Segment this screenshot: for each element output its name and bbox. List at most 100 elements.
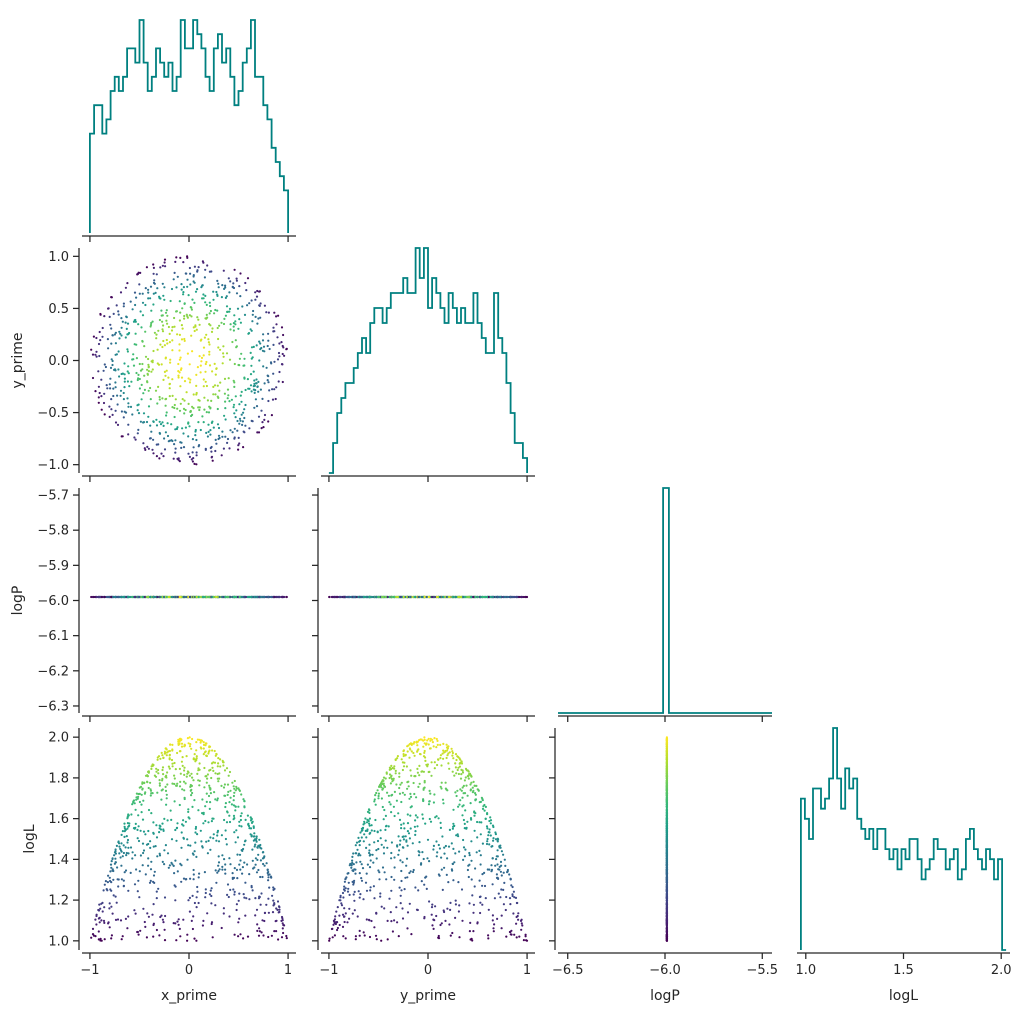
- point: [150, 880, 152, 882]
- point: [100, 938, 102, 940]
- point: [451, 750, 453, 752]
- point: [398, 787, 400, 789]
- point: [205, 742, 207, 744]
- point: [187, 899, 189, 901]
- point: [179, 750, 181, 752]
- point: [221, 866, 223, 868]
- point: [130, 813, 132, 815]
- point: [179, 371, 181, 373]
- point: [267, 400, 269, 402]
- point: [395, 772, 397, 774]
- point: [233, 817, 235, 819]
- point: [402, 836, 404, 838]
- point: [472, 787, 474, 789]
- point: [178, 349, 180, 351]
- point: [212, 761, 214, 763]
- point: [452, 879, 454, 881]
- point: [278, 371, 280, 373]
- point: [219, 765, 221, 767]
- point: [158, 755, 160, 757]
- point: [191, 309, 193, 311]
- point: [414, 826, 416, 828]
- point: [244, 882, 246, 884]
- point: [214, 798, 216, 800]
- point: [201, 285, 203, 287]
- point: [184, 380, 186, 382]
- point: [225, 829, 227, 831]
- point: [238, 918, 240, 920]
- point: [455, 759, 457, 761]
- point: [508, 873, 510, 875]
- point: [141, 794, 143, 796]
- point: [345, 878, 347, 880]
- point: [434, 816, 436, 818]
- point: [226, 821, 228, 823]
- point: [445, 845, 447, 847]
- scatter-logp-vs-yprime: [328, 596, 528, 598]
- point: [168, 326, 170, 328]
- point: [193, 280, 195, 282]
- point: [523, 939, 525, 941]
- point: [158, 364, 160, 366]
- point: [244, 840, 246, 842]
- point: [221, 869, 223, 871]
- point: [109, 870, 111, 872]
- point: [400, 902, 402, 904]
- point: [467, 596, 469, 598]
- point: [179, 359, 181, 361]
- point: [159, 344, 161, 346]
- point: [416, 816, 418, 818]
- point: [159, 782, 161, 784]
- point: [394, 791, 396, 793]
- point: [156, 836, 158, 838]
- point: [208, 596, 210, 598]
- point: [431, 761, 433, 763]
- point: [227, 596, 229, 598]
- point: [209, 271, 211, 273]
- point: [204, 276, 206, 278]
- point: [243, 596, 245, 598]
- point: [477, 789, 479, 791]
- point: [173, 762, 175, 764]
- point: [366, 819, 368, 821]
- point: [166, 783, 168, 785]
- point: [451, 748, 453, 750]
- point: [153, 273, 155, 275]
- x-tick-label-r3c0-2: 1: [284, 963, 292, 978]
- point: [123, 392, 125, 394]
- point: [90, 596, 92, 598]
- point: [374, 794, 376, 796]
- point: [122, 830, 124, 832]
- point: [162, 379, 164, 381]
- point: [204, 295, 206, 297]
- point: [193, 869, 195, 871]
- point: [163, 849, 165, 851]
- point: [195, 291, 197, 293]
- point: [354, 891, 356, 893]
- point: [107, 875, 109, 877]
- point: [221, 454, 223, 456]
- point: [140, 326, 142, 328]
- point: [481, 885, 483, 887]
- point: [118, 846, 120, 848]
- point: [146, 266, 148, 268]
- point: [208, 343, 210, 345]
- point: [93, 336, 95, 338]
- point: [489, 828, 491, 830]
- point: [206, 755, 208, 757]
- point: [430, 738, 432, 740]
- point: [229, 863, 231, 865]
- point: [141, 363, 143, 365]
- point: [109, 902, 111, 904]
- point: [394, 866, 396, 868]
- point: [102, 910, 104, 912]
- point: [176, 333, 178, 335]
- point: [229, 280, 231, 282]
- point: [156, 929, 158, 931]
- point: [131, 803, 133, 805]
- point: [434, 905, 436, 907]
- point: [166, 754, 168, 756]
- point: [194, 434, 196, 436]
- point: [352, 913, 354, 915]
- point: [183, 338, 185, 340]
